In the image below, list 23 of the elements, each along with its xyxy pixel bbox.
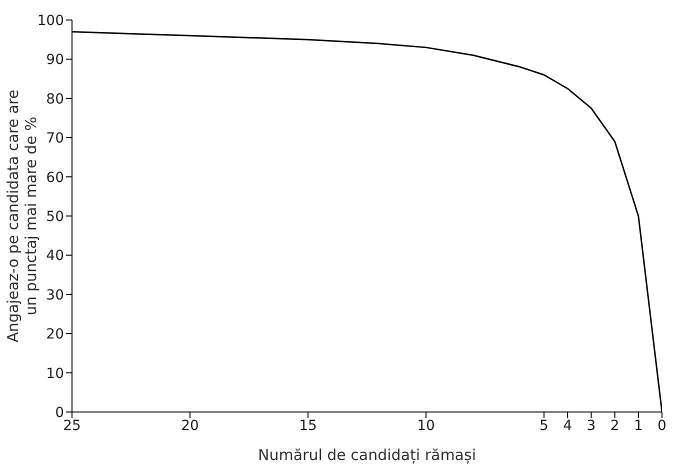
- y-tick-label: 40: [46, 248, 64, 264]
- x-tick-label: 25: [63, 418, 81, 434]
- x-tick-label: 4: [563, 418, 572, 434]
- x-tick-label: 0: [658, 418, 666, 434]
- x-tick-label: 20: [181, 418, 199, 434]
- x-tick-label: 5: [540, 418, 548, 434]
- x-tick-label: 1: [634, 418, 643, 434]
- y-tick-label: 70: [46, 130, 64, 147]
- y-tick-label: 10: [46, 366, 64, 382]
- x-tick-label: 3: [586, 418, 596, 434]
- y-tick-label: 0: [55, 404, 64, 421]
- x-axis-title: Numărul de candidați rămași: [258, 446, 476, 464]
- y-tick-label: 50: [46, 208, 64, 225]
- y-axis-title: Angajeaz-o pe candidata care are un punctaj mai mare de %: [4, 90, 40, 342]
- x-tick-label: 15: [299, 418, 317, 434]
- y-tick-label: 20: [46, 326, 64, 343]
- x-tick-label: 2: [610, 418, 620, 434]
- x-tick-label: 10: [417, 418, 435, 434]
- y-tick-label: 60: [46, 170, 64, 186]
- y-tick-label: 100: [37, 12, 64, 29]
- y-tick-label: 80: [46, 91, 64, 108]
- y-tick-label: 30: [46, 287, 64, 304]
- y-tick-label: 90: [46, 52, 64, 68]
